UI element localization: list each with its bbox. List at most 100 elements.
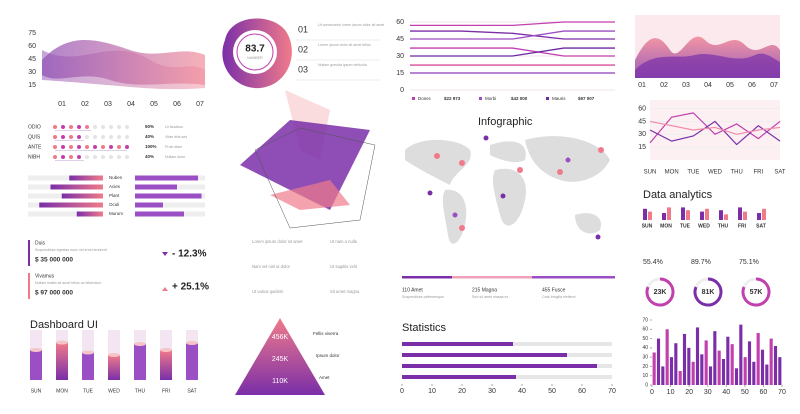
bar-cap bbox=[30, 348, 42, 352]
item-text: Nullam gravida ipsum vehicula bbox=[318, 63, 367, 67]
pct-label: 40% bbox=[145, 154, 154, 159]
bar bbox=[752, 361, 756, 385]
bar bbox=[661, 366, 665, 385]
pct-label: 55.4% bbox=[643, 259, 663, 266]
x-tick-label: 0 bbox=[650, 389, 654, 396]
kpi-change: + 25.1% bbox=[172, 282, 209, 293]
line-series bbox=[410, 30, 615, 40]
dot bbox=[69, 155, 73, 159]
pct-label: 89.7% bbox=[691, 259, 711, 266]
item-number: 03 bbox=[298, 64, 308, 74]
dot bbox=[109, 125, 113, 129]
pyramid-label: Amet bbox=[319, 375, 330, 380]
legend-label: Morbi bbox=[485, 96, 496, 101]
ring-label: 57K bbox=[750, 289, 763, 296]
x-tick-label: 70 bbox=[778, 389, 786, 396]
bar bbox=[682, 333, 687, 385]
bar bbox=[687, 347, 691, 385]
note-text: Lorem ipsum dolor sit amet bbox=[252, 239, 303, 244]
y-tick-label: 60 bbox=[28, 43, 36, 50]
x-tick-label: 20 bbox=[685, 389, 693, 396]
bar bbox=[402, 353, 567, 357]
line-series bbox=[410, 47, 615, 57]
pyramid-label: Ipsum dolor bbox=[316, 353, 340, 358]
kpi-bar bbox=[28, 273, 30, 299]
x-tick-label: 60 bbox=[578, 388, 586, 395]
kpi-amount: $ 35 000 000 bbox=[35, 257, 73, 264]
dot bbox=[117, 135, 121, 139]
x-tick-label: 04 bbox=[127, 101, 135, 108]
x-tick-label: 50 bbox=[548, 388, 556, 395]
bar-right bbox=[135, 211, 184, 217]
bar bbox=[704, 340, 708, 385]
x-tick-label: 05 bbox=[150, 101, 158, 108]
pct-label: 40% bbox=[145, 134, 154, 139]
dot-value bbox=[55, 150, 127, 151]
x-tick-label: 40 bbox=[518, 388, 526, 395]
y-tick-label: 45 bbox=[396, 36, 404, 43]
kpi-arrow bbox=[162, 287, 168, 291]
pyramid-value: 456K bbox=[272, 334, 289, 341]
dot bbox=[77, 155, 81, 159]
y-tick-label: 0 bbox=[645, 382, 648, 388]
bar-left bbox=[39, 202, 103, 208]
bar bbox=[773, 346, 778, 385]
x-tick-label: WED bbox=[108, 388, 120, 394]
bar bbox=[108, 355, 120, 380]
note-text: Sit amet magna bbox=[330, 289, 360, 294]
y-tick-label: 15 bbox=[28, 82, 36, 89]
note-text: Nam vel nisl ut dolor bbox=[252, 264, 291, 269]
x-tick-label: 02 bbox=[660, 82, 668, 89]
dot bbox=[125, 125, 129, 129]
dot bbox=[85, 125, 89, 129]
y-tick-label: 75 bbox=[28, 30, 36, 37]
y-tick-label: 60 bbox=[642, 327, 648, 333]
ring-arc bbox=[741, 277, 771, 307]
world-map bbox=[405, 136, 610, 244]
note-text: Ut varius quidem bbox=[252, 289, 284, 294]
dot bbox=[117, 155, 121, 159]
legend-value: $22 973 bbox=[444, 96, 461, 101]
y-tick-label: 70 bbox=[642, 317, 648, 323]
bar bbox=[665, 329, 669, 385]
map-pins bbox=[427, 135, 604, 240]
y-tick-label: 20 bbox=[642, 364, 648, 370]
track bbox=[135, 202, 205, 208]
row-label: Murum bbox=[109, 211, 123, 216]
dot bbox=[77, 145, 81, 149]
row-text: Vitae felis sed bbox=[165, 135, 187, 139]
dot bbox=[117, 145, 121, 149]
pyramid bbox=[235, 318, 325, 395]
x-tick-label: SUN bbox=[644, 170, 657, 176]
line-series bbox=[410, 47, 615, 57]
dot-value bbox=[55, 160, 84, 161]
stat-head: 455 Fusce bbox=[542, 287, 566, 293]
track bbox=[28, 175, 103, 181]
map-title: Infographic bbox=[478, 116, 533, 128]
dot bbox=[69, 125, 73, 129]
ring-arc bbox=[645, 277, 675, 307]
bar-left bbox=[61, 193, 103, 199]
x-tick-label: SUN bbox=[642, 223, 653, 229]
mini-bar bbox=[705, 208, 709, 220]
x-tick-label: TUE bbox=[687, 170, 699, 176]
x-tick-label: 50 bbox=[741, 389, 749, 396]
y-tick-label: 30 bbox=[396, 53, 404, 60]
x-tick-label: THU bbox=[135, 388, 146, 394]
kpi-bar bbox=[28, 240, 30, 266]
x-tick-label: 06 bbox=[748, 82, 756, 89]
dot bbox=[101, 155, 105, 159]
bar-right bbox=[135, 184, 177, 190]
bar-left bbox=[50, 184, 103, 190]
dot-value bbox=[55, 130, 91, 131]
dot bbox=[69, 135, 73, 139]
y-tick-label: 45 bbox=[638, 118, 646, 125]
bar bbox=[747, 341, 752, 385]
dot bbox=[101, 125, 105, 129]
kpi-title: Vivamus bbox=[35, 273, 55, 279]
legend-value: $97 007 bbox=[578, 96, 595, 101]
track bbox=[28, 211, 103, 217]
bar bbox=[402, 342, 513, 346]
bar bbox=[402, 375, 516, 379]
